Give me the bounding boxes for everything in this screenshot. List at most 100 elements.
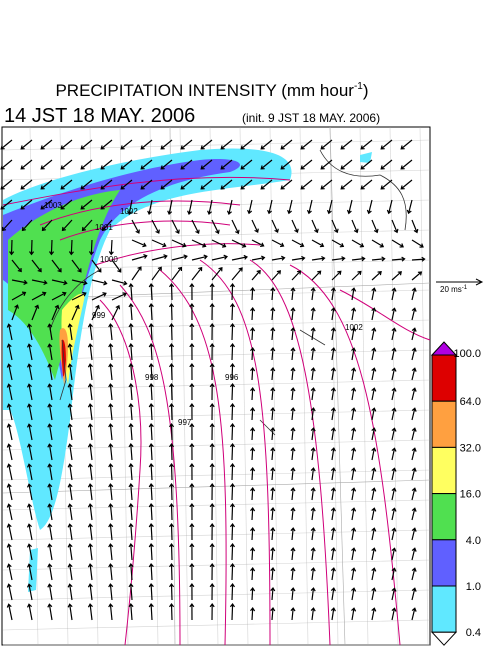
wind-arrow xyxy=(0,179,13,190)
wind-arrow xyxy=(391,387,397,401)
wind-arrow xyxy=(411,427,417,441)
wind-arrow xyxy=(270,506,276,521)
wind-arrow xyxy=(6,343,13,361)
wind-arrow xyxy=(209,422,215,441)
wind-arrow xyxy=(380,139,393,150)
wind-arrow xyxy=(189,522,195,541)
wind-arrow xyxy=(26,383,33,401)
wind-arrow xyxy=(330,467,336,481)
wind-arrow xyxy=(411,587,417,601)
wind-arrow xyxy=(31,279,48,286)
wind-arrow xyxy=(131,239,147,248)
wind-arrow xyxy=(20,139,33,150)
wind-arrow xyxy=(351,407,357,421)
wind-arrow xyxy=(189,542,195,561)
wind-arrow xyxy=(169,362,175,381)
wind-arrow xyxy=(330,607,336,621)
wind-arrow xyxy=(270,466,276,481)
wind-arrow xyxy=(411,407,417,421)
wind-arrow xyxy=(271,270,281,281)
wind-arrow xyxy=(391,239,404,248)
wind-arrow xyxy=(310,487,316,501)
wind-arrow xyxy=(169,582,175,601)
wind-arrow xyxy=(1,219,13,232)
wind-arrow xyxy=(330,347,336,361)
contour-labels: 1003 1002 1001 1000 999 998 997 996 1002 xyxy=(44,201,363,427)
wind-arrow xyxy=(171,219,180,235)
wind-arrow xyxy=(351,367,357,381)
wind-arrow xyxy=(189,302,195,321)
wind-arrow xyxy=(80,179,93,190)
wind-arrow xyxy=(167,199,173,215)
wind-arrow xyxy=(290,407,296,421)
wind-arrow xyxy=(300,139,313,150)
wind-arrow xyxy=(391,467,397,481)
title-sup: -1 xyxy=(354,81,363,92)
wind-arrow xyxy=(270,406,276,421)
wind-arrow xyxy=(100,179,113,190)
wind-arrow xyxy=(250,546,256,561)
colorbar-over xyxy=(430,341,458,356)
wind-arrow xyxy=(231,219,240,235)
wind-arrow xyxy=(250,326,256,341)
wind-arrow xyxy=(229,362,236,381)
wind-arrow xyxy=(310,467,316,481)
wind-arrow xyxy=(209,602,215,621)
wind-arrow xyxy=(209,402,215,421)
wind-arrow xyxy=(400,159,413,170)
wind-arrow xyxy=(380,179,393,190)
wind-arrow xyxy=(20,179,33,190)
wind-arrow xyxy=(207,199,213,215)
wind-arrow xyxy=(270,606,276,621)
wind-arrow xyxy=(391,587,397,601)
wind-arrow xyxy=(191,254,208,261)
wind-arrow xyxy=(229,522,236,541)
wind-arrow xyxy=(67,363,73,381)
wind-arrow xyxy=(26,583,33,601)
wind-arrow xyxy=(47,463,53,481)
wind-arrow xyxy=(270,326,276,341)
wind-arrow xyxy=(169,322,175,341)
wind-arrow xyxy=(200,139,213,150)
wind-arrow xyxy=(51,259,62,273)
wind-arrow xyxy=(267,199,273,215)
wind-arrow xyxy=(320,179,333,190)
contour-label: 1002 xyxy=(345,323,363,332)
wind-arrow xyxy=(330,487,336,501)
wind-arrow xyxy=(311,219,319,234)
wind-arrow xyxy=(310,347,316,361)
wind-arrow xyxy=(169,402,175,421)
wind-arrow xyxy=(391,427,397,441)
wind-arrow xyxy=(411,547,417,561)
wind-arrow xyxy=(47,503,53,521)
wind-arrow xyxy=(60,179,73,190)
wind-arrow xyxy=(411,239,424,248)
wind-arrow xyxy=(280,179,293,190)
wind-arrow xyxy=(270,306,276,321)
wind-arrow xyxy=(87,563,93,581)
wind-arrow xyxy=(200,179,213,190)
wind-arrow xyxy=(47,443,53,461)
wind-arrow xyxy=(290,487,296,501)
wind-arrow xyxy=(291,270,302,281)
grid-line-minor xyxy=(2,469,431,481)
wind-arrow xyxy=(351,387,357,401)
wind-arrow xyxy=(250,306,256,321)
wind-arrow xyxy=(391,407,397,421)
wind-arrow xyxy=(67,483,73,501)
wind-arrow xyxy=(411,487,417,501)
wind-arrow xyxy=(26,563,33,581)
wind-arrow xyxy=(391,367,397,381)
wind-arrow xyxy=(11,304,19,321)
wind-arrow xyxy=(47,403,53,421)
wind-arrow xyxy=(411,507,417,521)
wind-arrow xyxy=(0,199,13,210)
wind-arrow xyxy=(351,219,359,234)
wind-arrow xyxy=(220,139,233,150)
wind-arrow xyxy=(411,567,417,581)
wind-arrow xyxy=(160,159,173,170)
wind-arrow xyxy=(21,219,33,232)
wind-arrow xyxy=(6,443,13,461)
wind-arrow xyxy=(231,254,248,261)
wind-arrow xyxy=(148,482,154,501)
